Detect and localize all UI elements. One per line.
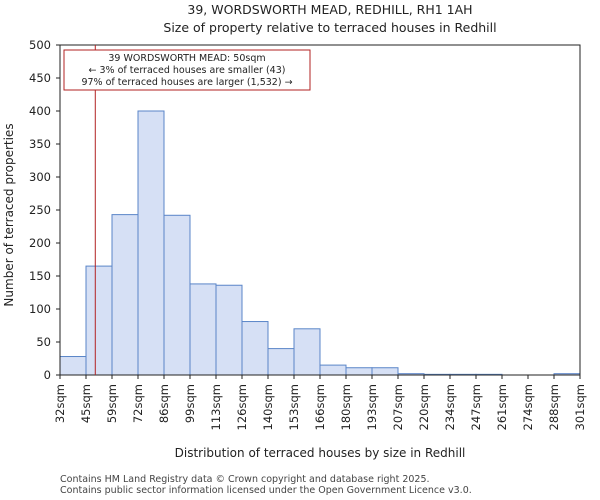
bars <box>59 110 581 376</box>
plot-frame <box>59 44 581 376</box>
x-tick-label: 140sqm <box>261 384 275 430</box>
y-tick-label: 200 <box>29 236 51 250</box>
x-tick-label: 288sqm <box>547 384 561 430</box>
x-tick-label: 274sqm <box>521 384 535 430</box>
y-tick-label: 50 <box>36 335 51 349</box>
y-tick-label: 300 <box>29 170 51 184</box>
bar <box>267 348 295 376</box>
annotation-box: 39 WORDSWORTH MEAD: 50sqm ← 3% of terrac… <box>63 49 311 91</box>
x-tick-label: 126sqm <box>235 384 249 430</box>
annotation-line-2: ← 3% of terraced houses are smaller (43) <box>89 65 286 76</box>
x-tick-label: 180sqm <box>339 384 353 430</box>
y-tick-label: 0 <box>44 368 51 382</box>
y-tick-label: 400 <box>29 104 51 118</box>
y-axis-label: Number of terraced properties <box>2 123 16 306</box>
y-tick-label: 100 <box>29 302 51 316</box>
bar <box>59 356 87 376</box>
x-tick-label: 234sqm <box>443 384 457 430</box>
bar <box>189 283 217 376</box>
x-tick-label: 32sqm <box>53 384 67 423</box>
bar <box>241 321 269 376</box>
bar <box>345 367 373 376</box>
x-tick-label: 153sqm <box>287 384 301 430</box>
x-tick-label: 72sqm <box>131 384 145 423</box>
x-tick-label: 207sqm <box>391 384 405 430</box>
x-tick-label: 220sqm <box>417 384 431 430</box>
bar <box>85 265 113 376</box>
chart-subtitle: Size of property relative to terraced ho… <box>163 20 496 35</box>
x-axis-label: Distribution of terraced houses by size … <box>175 446 466 460</box>
footer-line-1: Contains HM Land Registry data © Crown c… <box>60 474 430 485</box>
x-tick-label: 166sqm <box>313 384 327 430</box>
x-tick-label: 99sqm <box>183 384 197 423</box>
y-tick-label: 250 <box>29 203 51 217</box>
annotation-line-1: 39 WORDSWORTH MEAD: 50sqm <box>108 53 265 64</box>
x-tick-label: 86sqm <box>157 384 171 423</box>
x-tick-label: 59sqm <box>105 384 119 423</box>
bar <box>319 364 347 376</box>
annotation-line-3: 97% of terraced houses are larger (1,532… <box>81 77 292 88</box>
bar <box>137 110 165 376</box>
y-tick-label: 350 <box>29 137 51 151</box>
bar <box>215 284 243 376</box>
y-tick-label: 150 <box>29 269 51 283</box>
bar <box>163 214 191 376</box>
bar <box>111 214 139 376</box>
y-tick-label: 450 <box>29 71 51 85</box>
footer-line-2: Contains public sector information licen… <box>60 485 472 496</box>
x-tick-label: 193sqm <box>365 384 379 430</box>
bar <box>293 328 321 376</box>
x-axis-ticks: 32sqm 45sqm 59sqm 72sqm 86sqm 99sqm 113sqm 126s… <box>53 375 587 430</box>
x-tick-label: 247sqm <box>469 384 483 430</box>
x-tick-label: 113sqm <box>209 384 223 430</box>
x-tick-label: 261sqm <box>495 384 509 430</box>
y-axis-ticks: 0 50 100 150 200 250 300 350 400 450 500 <box>29 38 60 382</box>
x-tick-label: 301sqm <box>573 384 587 430</box>
chart-title: 39, WORDSWORTH MEAD, REDHILL, RH1 1AH <box>187 2 472 17</box>
bar <box>371 367 399 376</box>
x-tick-label: 45sqm <box>79 384 93 423</box>
y-tick-label: 500 <box>29 38 51 52</box>
